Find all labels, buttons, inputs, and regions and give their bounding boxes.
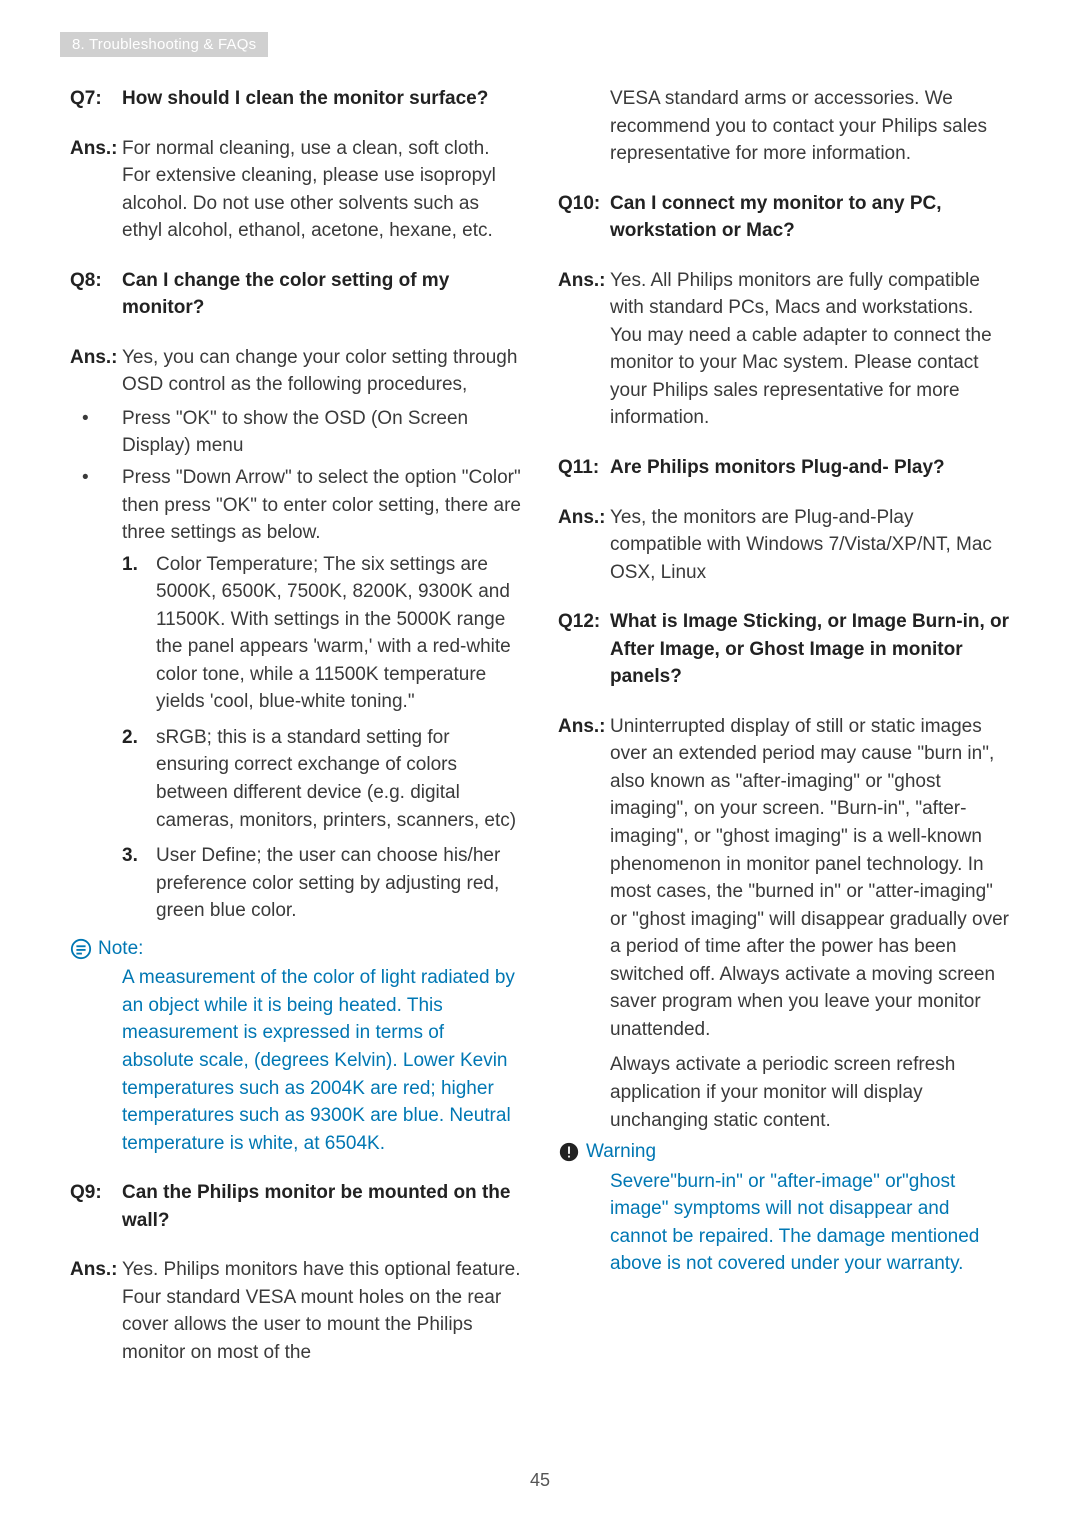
a-text: For normal cleaning, use a clean, soft c… <box>122 135 522 245</box>
a-label: Ans.: <box>558 504 610 587</box>
note-icon <box>70 938 92 960</box>
num-text: User Define; the user can choose his/her… <box>156 842 522 925</box>
q-label: Q8: <box>70 267 122 322</box>
faq-q8: Q8: Can I change the color setting of my… <box>70 267 522 322</box>
list-item: •Press "Down Arrow" to select the option… <box>70 464 522 547</box>
page-number: 45 <box>0 1470 1080 1491</box>
q-label: Q9: <box>70 1179 122 1234</box>
note-body: A measurement of the color of light radi… <box>70 964 522 1157</box>
bullet-list: •Press "OK" to show the OSD (On Screen D… <box>70 405 522 547</box>
a-text: Uninterrupted display of still or static… <box>610 713 1010 1134</box>
right-column: VESA standard arms or accessories. We re… <box>558 85 1010 1370</box>
faq-q7: Q7: How should I clean the monitor surfa… <box>70 85 522 113</box>
a-label: Ans.: <box>70 1256 122 1366</box>
q-text: What is Image Sticking, or Image Burn-in… <box>610 608 1010 691</box>
content-columns: Q7: How should I clean the monitor surfa… <box>70 85 1010 1370</box>
num: 3. <box>122 842 156 925</box>
num: 2. <box>122 724 156 834</box>
warning-icon <box>558 1141 580 1163</box>
warning-block: Warning Severe"burn-in" or "after-image"… <box>558 1138 1010 1278</box>
a-label: Ans.: <box>558 713 610 1134</box>
list-item: 3.User Define; the user can choose his/h… <box>122 842 522 925</box>
warning-heading: Warning <box>558 1138 1010 1166</box>
a-label: Ans.: <box>558 267 610 432</box>
q-text: Can I connect my monitor to any PC, work… <box>610 190 1010 245</box>
note-heading: Note: <box>70 935 522 963</box>
bullet-text: Press "OK" to show the OSD (On Screen Di… <box>122 405 522 460</box>
q-text: Can the Philips monitor be mounted on th… <box>122 1179 522 1234</box>
faq-q9: Q9: Can the Philips monitor be mounted o… <box>70 1179 522 1234</box>
faq-a9: Ans.: Yes. Philips monitors have this op… <box>70 1256 522 1366</box>
a-label: Ans.: <box>70 344 122 399</box>
faq-q12: Q12: What is Image Sticking, or Image Bu… <box>558 608 1010 691</box>
faq-a9-cont: VESA standard arms or accessories. We re… <box>558 85 1010 168</box>
faq-q11: Q11: Are Philips monitors Plug-and- Play… <box>558 454 1010 482</box>
a12-main: Uninterrupted display of still or static… <box>610 716 1009 1040</box>
q-text: Are Philips monitors Plug-and- Play? <box>610 454 945 482</box>
a-text: Yes. Philips monitors have this optional… <box>122 1256 522 1366</box>
left-column: Q7: How should I clean the monitor surfa… <box>70 85 522 1370</box>
q-label: Q12: <box>558 608 610 691</box>
bullet-text: Press "Down Arrow" to select the option … <box>122 464 522 547</box>
continuation-text: VESA standard arms or accessories. We re… <box>610 88 987 164</box>
q-label: Q7: <box>70 85 122 113</box>
num: 1. <box>122 551 156 716</box>
list-item: 2.sRGB; this is a standard setting for e… <box>122 724 522 834</box>
a-label: Ans.: <box>70 135 122 245</box>
numbered-list: 1.Color Temperature; The six settings ar… <box>70 551 522 925</box>
num-text: Color Temperature; The six settings are … <box>156 551 522 716</box>
a-text: Yes, you can change your color setting t… <box>122 344 522 399</box>
num-text: sRGB; this is a standard setting for ens… <box>156 724 522 834</box>
faq-a10: Ans.: Yes. All Philips monitors are full… <box>558 267 1010 432</box>
note-block: Note: A measurement of the color of ligh… <box>70 935 522 1157</box>
warning-body: Severe"burn-in" or "after-image" or"ghos… <box>558 1168 1010 1278</box>
faq-a12: Ans.: Uninterrupted display of still or … <box>558 713 1010 1134</box>
a12-extra: Always activate a periodic screen refres… <box>610 1051 1010 1134</box>
section-header: 8. Troubleshooting & FAQs <box>60 32 268 57</box>
faq-q10: Q10: Can I connect my monitor to any PC,… <box>558 190 1010 245</box>
q-text: How should I clean the monitor surface? <box>122 85 488 113</box>
faq-a11: Ans.: Yes, the monitors are Plug-and-Pla… <box>558 504 1010 587</box>
q-label: Q11: <box>558 454 610 482</box>
list-item: •Press "OK" to show the OSD (On Screen D… <box>70 405 522 460</box>
list-item: 1.Color Temperature; The six settings ar… <box>122 551 522 716</box>
q-text: Can I change the color setting of my mon… <box>122 267 522 322</box>
warning-label: Warning <box>586 1138 656 1166</box>
faq-a8: Ans.: Yes, you can change your color set… <box>70 344 522 399</box>
note-label: Note: <box>98 935 143 963</box>
faq-a7: Ans.: For normal cleaning, use a clean, … <box>70 135 522 245</box>
a-text: Yes. All Philips monitors are fully comp… <box>610 267 1010 432</box>
q-label: Q10: <box>558 190 610 245</box>
a-text: Yes, the monitors are Plug-and-Play comp… <box>610 504 1010 587</box>
